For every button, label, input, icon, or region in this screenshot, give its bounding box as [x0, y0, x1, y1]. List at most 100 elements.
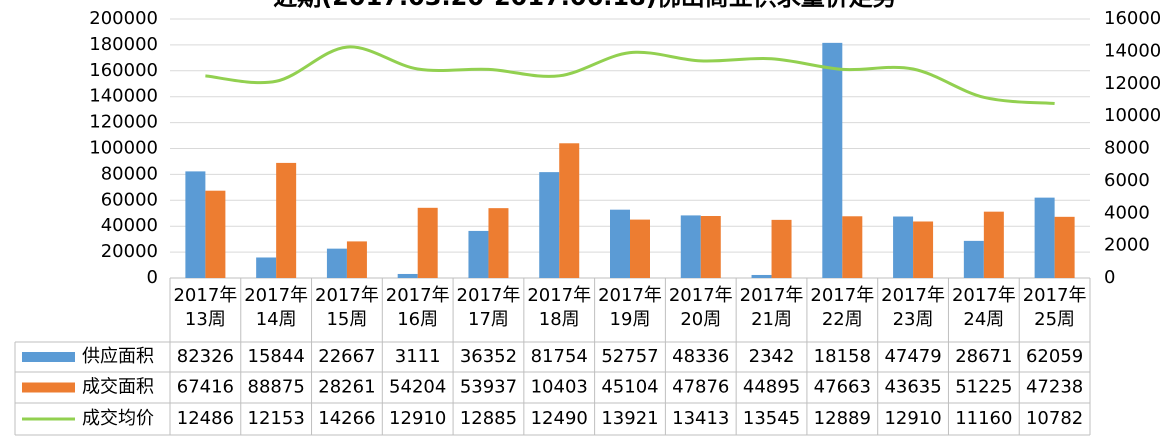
x-tick-label: 2017年16周: [385, 285, 450, 330]
bar: [559, 143, 580, 278]
x-tick-label: 2017年14周: [244, 285, 309, 330]
bar: [771, 219, 792, 278]
bar: [397, 273, 418, 278]
legend-swatch: [22, 352, 75, 362]
table-value: 67416: [177, 377, 234, 398]
table-value: 2342: [749, 346, 795, 367]
y-tick-label: 40000: [101, 215, 158, 236]
bar: [822, 42, 843, 279]
table-value: 13413: [672, 408, 729, 429]
bar: [256, 257, 277, 278]
bar: [346, 241, 367, 278]
table-value: 12910: [884, 408, 941, 429]
table-value: 47238: [1026, 377, 1083, 398]
table-value: 54204: [389, 377, 446, 398]
bar: [751, 274, 772, 278]
bar: [963, 240, 984, 278]
bar: [417, 207, 438, 278]
y-tick-label: 0: [147, 267, 158, 288]
x-tick-label: 2017年23周: [881, 285, 945, 330]
table-value: 18158: [814, 346, 871, 367]
table-value: 51225: [955, 377, 1012, 398]
chart-title: 近期(2017.03.20-2017.06.18)佛山商业供求量价走势: [273, 0, 897, 11]
table-value: 43635: [884, 377, 941, 398]
table-value: 10782: [1026, 408, 1083, 429]
y2-tick-label: 2000: [1104, 235, 1150, 256]
y2-tick-label: 14000: [1104, 40, 1161, 61]
bar: [983, 211, 1004, 278]
bar: [893, 216, 914, 278]
x-tick-label: 2017年20周: [668, 285, 733, 330]
bar: [700, 216, 721, 278]
y-tick-label: 120000: [89, 112, 158, 133]
table-value: 12889: [814, 408, 871, 429]
y-tick-label: 80000: [101, 163, 158, 184]
table-value: 12153: [248, 408, 305, 429]
y-tick-label: 100000: [89, 138, 158, 159]
bar: [630, 219, 650, 278]
x-tick-label: 2017年17周: [456, 285, 521, 330]
bar: [205, 190, 226, 278]
legend-swatch: [22, 382, 75, 393]
y2-tick-label: 4000: [1104, 202, 1150, 223]
table-value: 62059: [1026, 346, 1083, 367]
table-value: 81754: [531, 346, 588, 367]
x-tick-label: 2017年19周: [598, 285, 662, 330]
bar: [276, 162, 297, 278]
table-value: 12885: [460, 408, 517, 429]
legend-label: 供应面积: [82, 346, 154, 367]
y2-tick-label: 6000: [1104, 170, 1150, 191]
y2-tick-label: 12000: [1104, 73, 1161, 94]
y-tick-label: 160000: [89, 60, 158, 81]
table-value: 28261: [318, 377, 375, 398]
table-value: 44895: [743, 377, 800, 398]
y2-tick-label: 0: [1104, 267, 1115, 288]
table-value: 82326: [177, 346, 234, 367]
legend-label: 成交均价: [82, 408, 154, 429]
y-tick-label: 60000: [101, 189, 158, 210]
x-tick-label: 2017年15周: [315, 285, 379, 330]
bar: [610, 209, 630, 278]
bar: [842, 216, 863, 278]
bar: [539, 172, 560, 278]
table-value: 52757: [601, 346, 658, 367]
bar: [468, 230, 489, 278]
table-value: 13545: [743, 408, 800, 429]
table-value: 48336: [672, 346, 729, 367]
table-value: 15844: [248, 346, 305, 367]
table-value: 3111: [395, 346, 441, 367]
table-value: 45104: [601, 377, 658, 398]
x-tick-label: 2017年21周: [739, 285, 804, 330]
bar: [488, 208, 509, 278]
table-value: 28671: [955, 346, 1012, 367]
y-tick-label: 180000: [89, 34, 158, 55]
table-value: 47479: [884, 346, 941, 367]
table-value: 36352: [460, 346, 517, 367]
bar: [913, 221, 934, 278]
y2-tick-label: 10000: [1104, 105, 1161, 126]
y2-tick-label: 8000: [1104, 138, 1150, 159]
x-tick-label: 2017年13周: [173, 285, 238, 330]
table-value: 11160: [955, 408, 1012, 429]
x-tick-label: 2017年18周: [527, 285, 592, 330]
table-value: 12486: [177, 408, 234, 429]
y2-tick-label: 16000: [1104, 8, 1161, 29]
table-value: 12490: [531, 408, 588, 429]
y-tick-label: 140000: [89, 86, 158, 107]
line: [205, 45, 1055, 105]
bar: [326, 248, 347, 278]
x-tick-label: 2017年25周: [1022, 285, 1087, 330]
bar: [1054, 216, 1075, 278]
x-tick-label: 2017年22周: [810, 285, 875, 330]
y-tick-label: 20000: [101, 241, 158, 262]
x-tick-label: 2017年24周: [951, 285, 1016, 330]
bar: [185, 171, 206, 278]
table-value: 22667: [318, 346, 375, 367]
table-value: 47876: [672, 377, 729, 398]
table-value: 14266: [318, 408, 375, 429]
legend-label: 成交面积: [82, 377, 154, 398]
table-value: 10403: [531, 377, 588, 398]
table-value: 47663: [814, 377, 871, 398]
y-tick-label: 200000: [89, 8, 158, 29]
